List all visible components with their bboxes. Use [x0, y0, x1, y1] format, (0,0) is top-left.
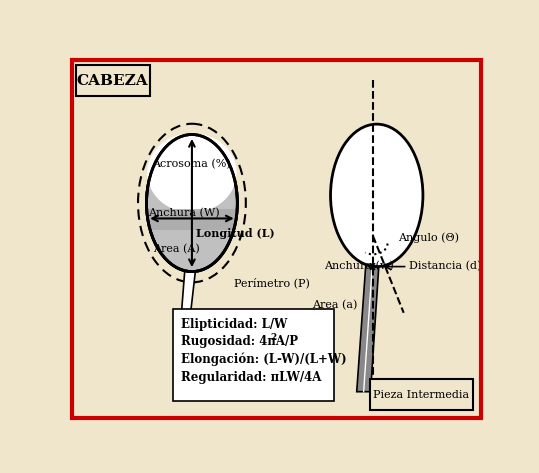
Ellipse shape: [147, 134, 237, 272]
FancyBboxPatch shape: [174, 309, 334, 401]
Text: Elipticidad: L/W: Elipticidad: L/W: [181, 318, 287, 331]
Text: Regularidad: πLW/4A: Regularidad: πLW/4A: [181, 370, 322, 384]
Text: Area (a): Area (a): [312, 300, 357, 310]
Polygon shape: [148, 209, 236, 230]
Text: Distancia (d): Distancia (d): [409, 262, 481, 272]
FancyBboxPatch shape: [370, 379, 473, 410]
Text: Pieza Intermedia: Pieza Intermedia: [374, 390, 469, 400]
Ellipse shape: [330, 124, 423, 267]
Text: Acrosoma (%): Acrosoma (%): [153, 158, 231, 169]
Polygon shape: [357, 263, 379, 392]
Text: Anchura (W): Anchura (W): [148, 208, 220, 219]
Text: Perímetro (P): Perímetro (P): [233, 278, 309, 289]
Ellipse shape: [147, 133, 237, 213]
Text: Rugosidad: 4πA/P: Rugosidad: 4πA/P: [181, 335, 298, 348]
FancyBboxPatch shape: [75, 65, 150, 96]
Text: Longitud (L): Longitud (L): [196, 228, 274, 239]
Text: Angulo (Θ): Angulo (Θ): [398, 232, 459, 243]
Text: Area (A): Area (A): [153, 244, 199, 254]
Polygon shape: [175, 268, 196, 395]
Text: 2: 2: [271, 333, 277, 342]
Text: Elongación: (L-W)/(L+W): Elongación: (L-W)/(L+W): [181, 352, 347, 366]
Text: Anchura (w): Anchura (w): [323, 262, 393, 272]
Text: CABEZA: CABEZA: [77, 74, 148, 88]
